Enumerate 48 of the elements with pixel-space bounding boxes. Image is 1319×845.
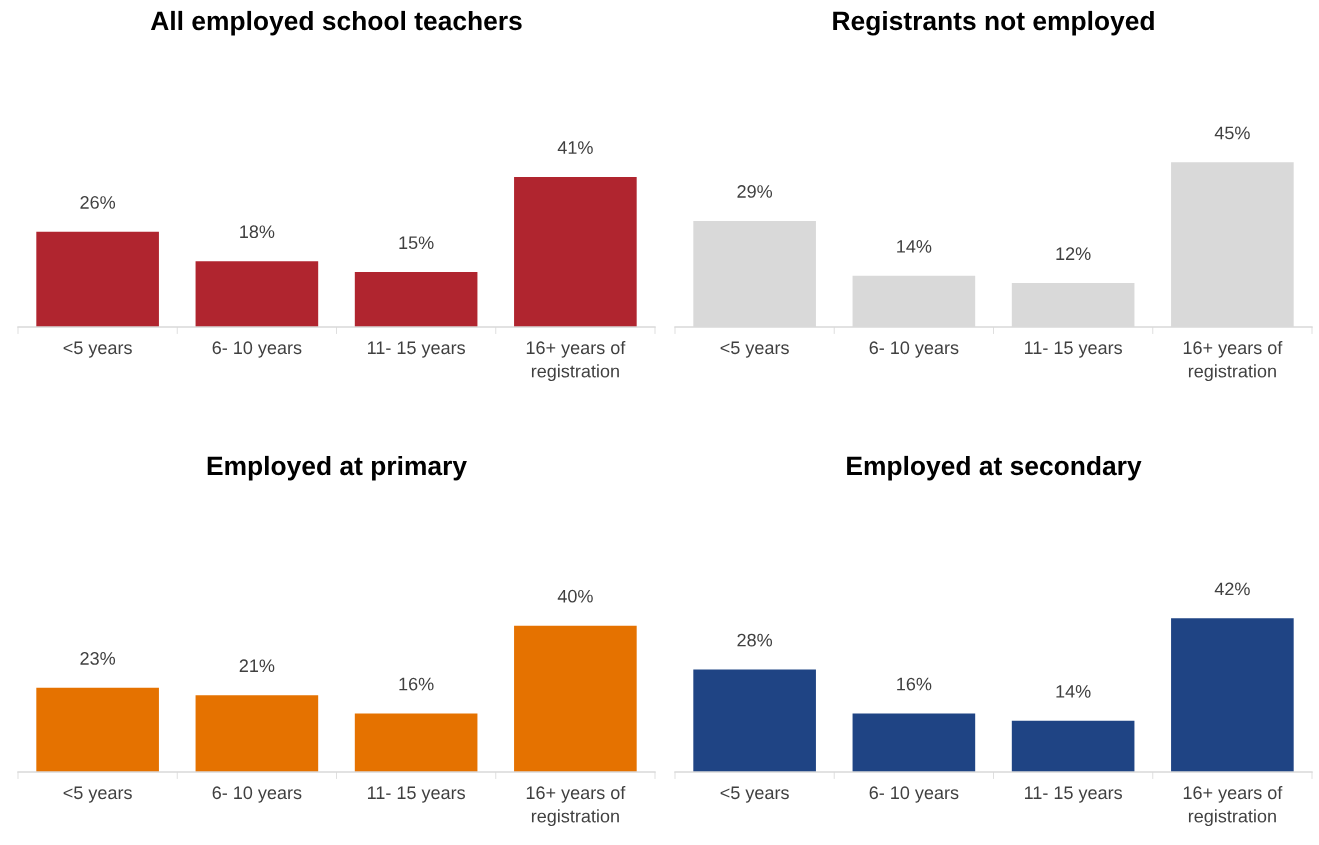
x-tick-label: 6- 10 years (212, 786, 302, 803)
x-tick-label: 11- 15 years (367, 341, 465, 358)
x-tick-label: 6- 10 years (212, 341, 302, 358)
bar (852, 713, 976, 772)
data-label: 41% (557, 141, 593, 154)
bar (514, 625, 637, 772)
x-tick-label: 16+ years of registration (1183, 785, 1283, 827)
data-label: 21% (239, 659, 275, 673)
data-label: 29% (737, 185, 773, 198)
data-label: 23% (80, 652, 116, 665)
x-tick-label: 16+ years of registration (526, 785, 626, 827)
x-tick-label: <5 years (720, 786, 789, 803)
chart-title: Employed at secondary (847, 455, 1142, 481)
data-label: 15% (399, 236, 434, 250)
x-tick-label: <5 years (63, 786, 132, 803)
bar (1171, 618, 1294, 772)
data-label: 42% (1214, 582, 1250, 596)
data-label: 40% (557, 589, 593, 603)
data-label: 12% (1056, 247, 1091, 261)
bar (1011, 720, 1135, 772)
data-label: 45% (1214, 126, 1250, 140)
x-tick-label: 6- 10 years (869, 786, 959, 803)
x-tick-label: 6- 10 years (869, 341, 959, 358)
x-tick-label: <5 years (63, 341, 132, 358)
chart-title: Employed at primary (207, 455, 467, 481)
data-label: 16% (399, 677, 434, 691)
bar (354, 713, 478, 772)
data-label: 16% (897, 677, 932, 691)
x-tick-label: 16+ years of registration (1183, 340, 1283, 382)
data-label: 18% (240, 225, 275, 239)
bar (195, 261, 319, 327)
x-tick-label: 11- 15 years (367, 786, 465, 803)
bar (354, 272, 478, 327)
data-label: 14% (1056, 685, 1091, 698)
bar (36, 687, 159, 772)
x-tick-label: <5 years (720, 341, 789, 358)
bar (514, 176, 637, 327)
data-label: 28% (737, 633, 773, 647)
x-tick-label: 11- 15 years (1024, 786, 1122, 803)
data-label: 26% (80, 196, 116, 209)
bar (693, 669, 816, 772)
bar (195, 695, 319, 772)
chart-title: All employed school teachers (150, 10, 522, 36)
data-label: 14% (897, 240, 932, 253)
bar (36, 231, 159, 327)
chart-title: Registrants not employed (833, 10, 1154, 36)
x-tick-label: 11- 15 years (1024, 341, 1122, 358)
x-tick-label: 16+ years of registration (526, 340, 626, 382)
